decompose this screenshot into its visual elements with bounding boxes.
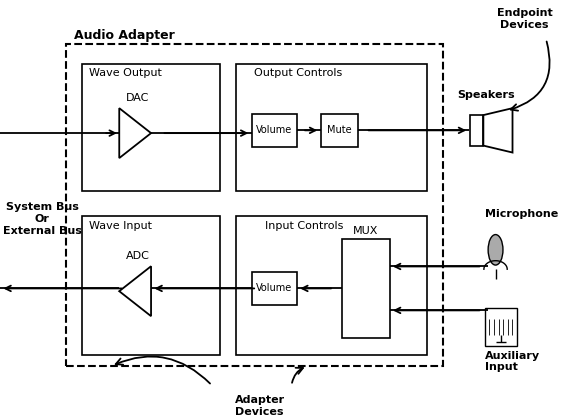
- Text: Auxiliary
Input: Auxiliary Input: [485, 351, 540, 372]
- Text: MUX: MUX: [353, 226, 378, 236]
- Bar: [485, 307, 517, 347]
- Text: ADC: ADC: [126, 251, 150, 261]
- Text: Volume: Volume: [256, 283, 293, 293]
- Bar: [236, 64, 427, 191]
- Text: System Bus
Or
External Bus: System Bus Or External Bus: [3, 203, 82, 236]
- Text: Output Controls: Output Controls: [254, 68, 343, 78]
- Text: DAC: DAC: [126, 93, 149, 103]
- Text: Input Controls: Input Controls: [265, 221, 343, 231]
- Ellipse shape: [488, 235, 503, 265]
- Text: Endpoint
Devices: Endpoint Devices: [497, 8, 553, 30]
- Bar: [82, 64, 220, 191]
- Bar: [252, 272, 297, 305]
- Text: Microphone: Microphone: [485, 209, 558, 219]
- Text: Mute: Mute: [327, 125, 352, 135]
- Bar: [82, 216, 220, 355]
- Bar: [236, 216, 427, 355]
- Bar: [342, 238, 389, 338]
- Text: Audio Adapter: Audio Adapter: [74, 29, 175, 42]
- Text: Adapter
Devices: Adapter Devices: [234, 395, 285, 416]
- Text: Volume: Volume: [256, 125, 293, 135]
- Bar: [470, 115, 483, 146]
- Text: Wave Output: Wave Output: [89, 68, 161, 78]
- Text: Speakers: Speakers: [457, 90, 515, 100]
- Text: Wave Input: Wave Input: [89, 221, 152, 231]
- Bar: [252, 114, 297, 147]
- Bar: [321, 114, 358, 147]
- Bar: [66, 45, 442, 366]
